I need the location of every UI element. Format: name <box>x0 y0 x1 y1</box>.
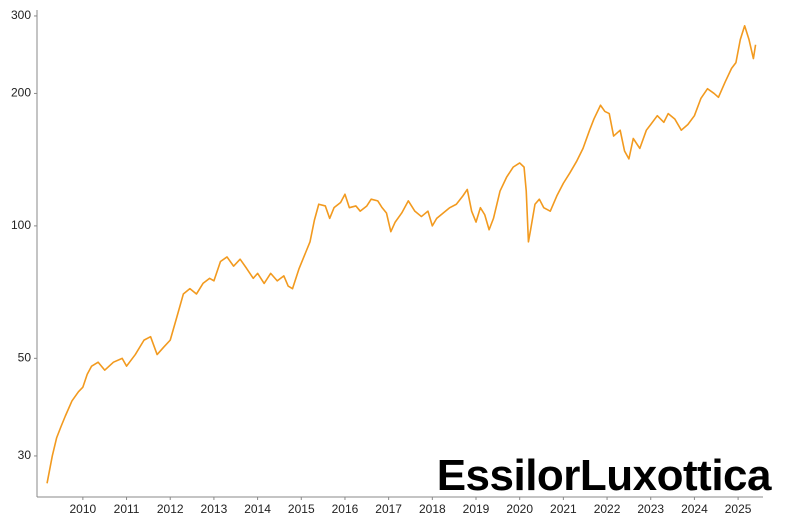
x-tick-label: 2025 <box>725 502 752 516</box>
x-tick-label: 2021 <box>550 502 577 516</box>
x-tick-label: 2016 <box>332 502 359 516</box>
price-line <box>46 24 757 484</box>
x-tick-label: 2011 <box>114 502 140 516</box>
y-tick-label: 300 <box>11 8 31 22</box>
x-tick-label: 2010 <box>70 502 97 516</box>
x-tick-label: 2014 <box>244 502 271 516</box>
x-tick-label: 2018 <box>419 502 446 516</box>
x-tick-label: 2017 <box>375 502 402 516</box>
x-tick-label: 2023 <box>637 502 664 516</box>
x-tick-label: 2024 <box>681 502 708 516</box>
logo: EssilorLuxottica <box>437 451 772 500</box>
x-tick-label: 2012 <box>157 502 184 516</box>
y-tick-label: 100 <box>11 218 31 232</box>
y-tick-label: 30 <box>18 448 32 462</box>
x-tick-label: 2015 <box>288 502 315 516</box>
x-tick-label: 2022 <box>594 502 621 516</box>
x-tick-label: 2013 <box>201 502 228 516</box>
x-tick-label: 2019 <box>463 502 490 516</box>
y-tick-label: 50 <box>18 351 32 365</box>
y-tick-label: 200 <box>11 86 31 100</box>
x-tick-label: 2020 <box>506 502 533 516</box>
